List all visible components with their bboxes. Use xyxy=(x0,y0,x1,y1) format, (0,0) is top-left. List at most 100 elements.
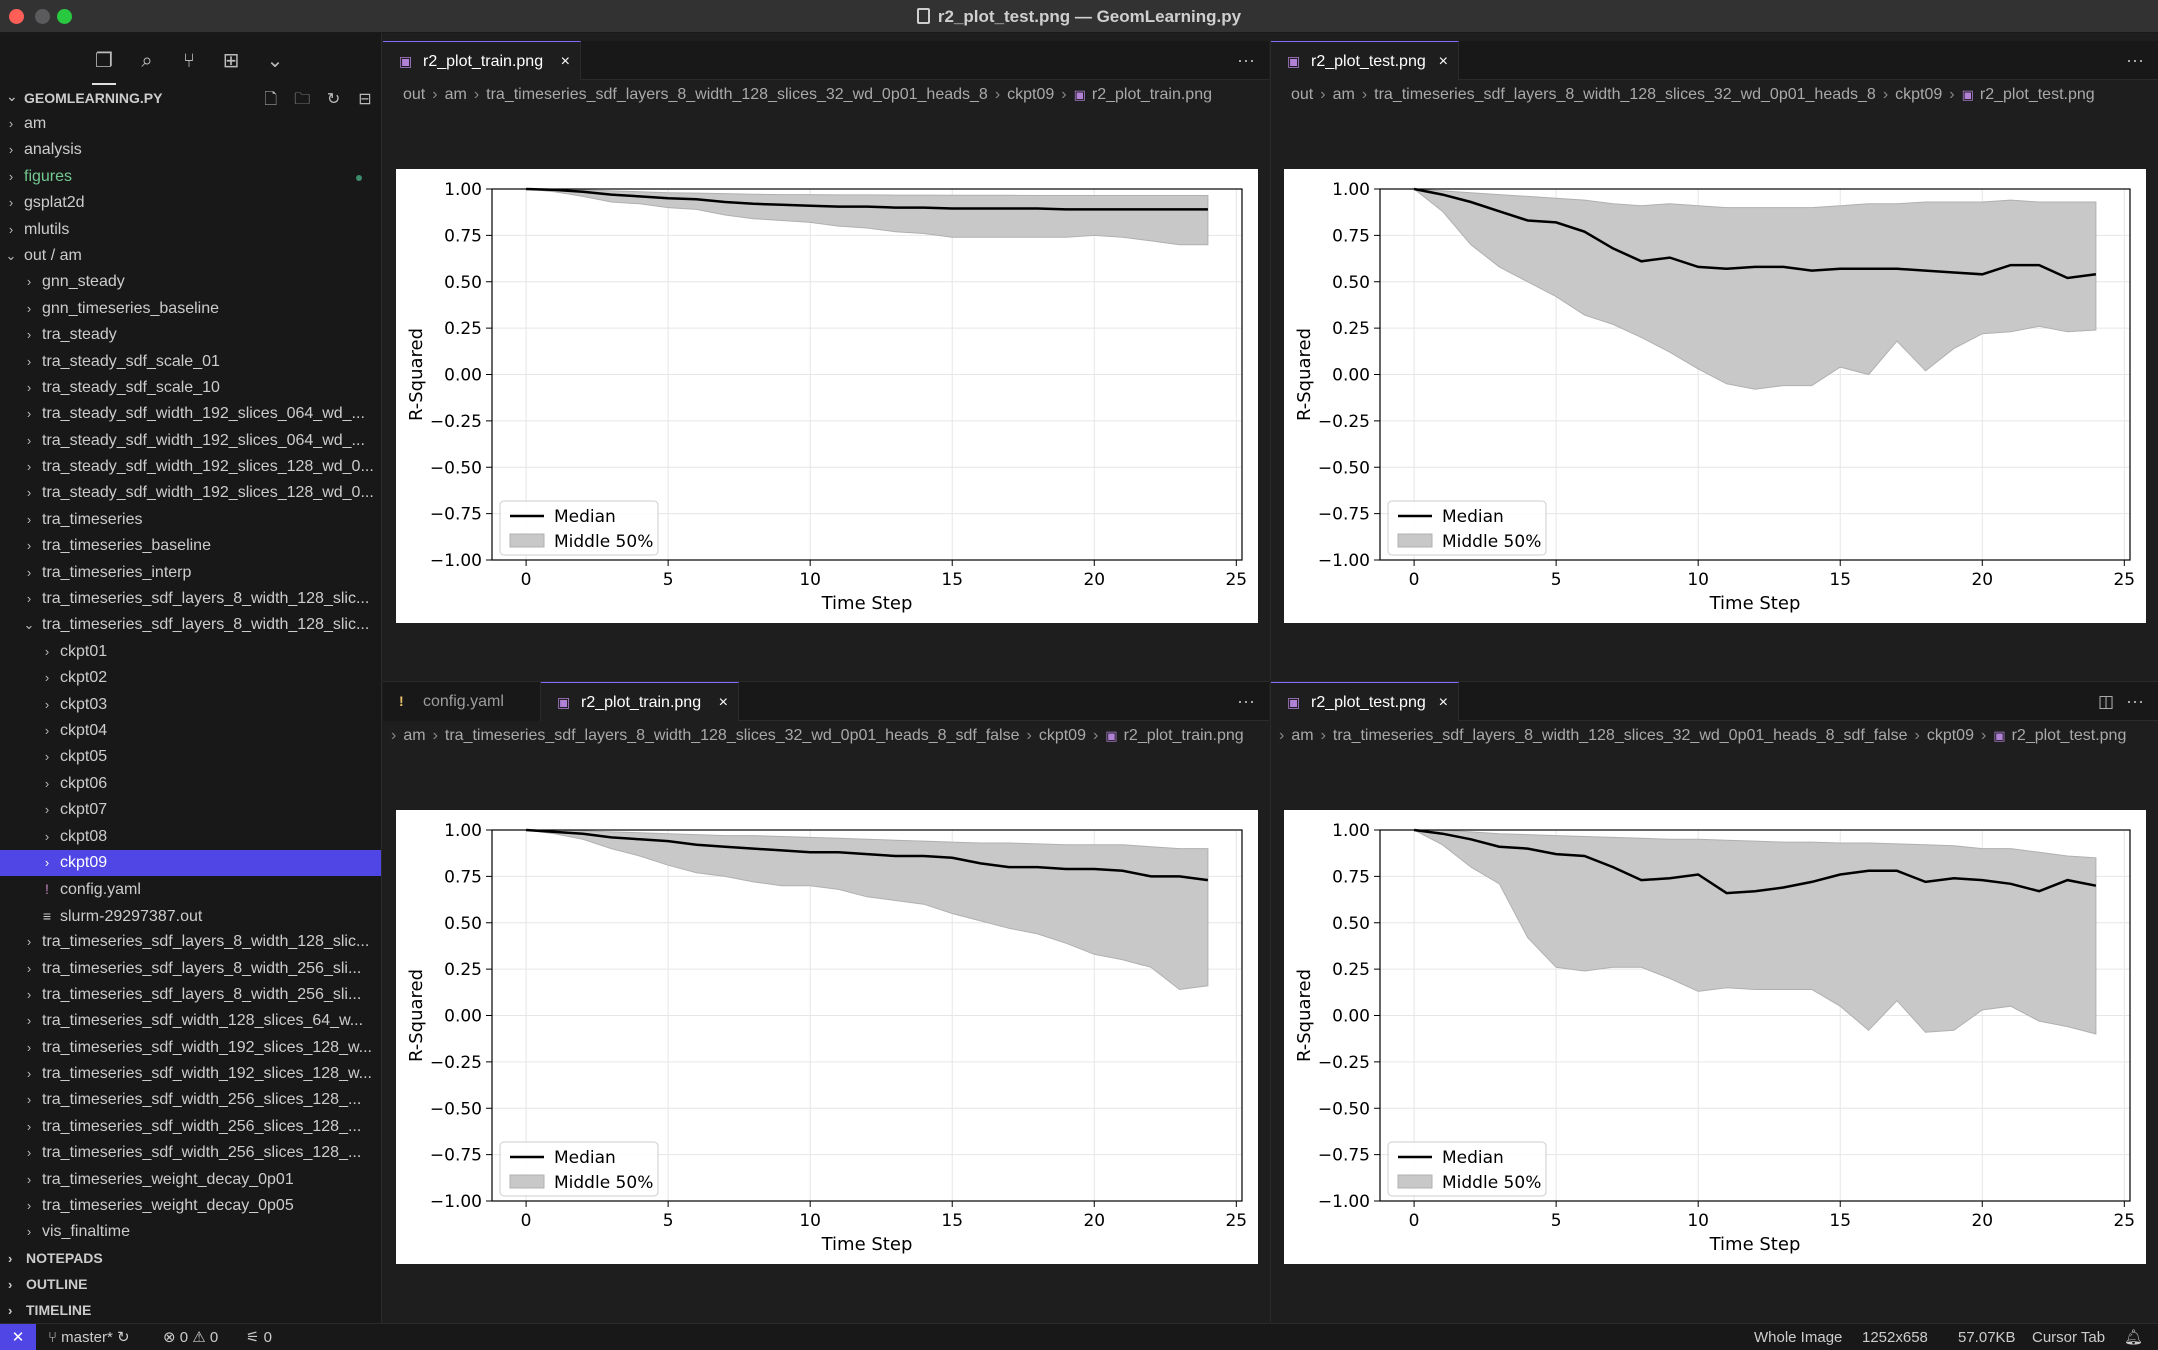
collapse-all-icon[interactable]: ⊟ xyxy=(358,91,372,108)
status-cursor-tab[interactable]: Cursor Tab xyxy=(2032,1329,2106,1346)
tree-item[interactable]: › tra_timeseries_baseline xyxy=(0,533,381,559)
chevron-right-icon: › xyxy=(26,274,32,290)
tree-item[interactable]: › figures xyxy=(0,164,381,190)
breadcrumb-item[interactable]: ckpt09 xyxy=(1926,727,1974,744)
breadcrumb-item[interactable]: r2_plot_train.png xyxy=(1091,86,1212,103)
split-editor-icon[interactable]: ◫ xyxy=(2097,692,2114,711)
breadcrumb-item[interactable]: r2_plot_test.png xyxy=(1979,86,2095,103)
breadcrumb-item[interactable]: tra_timeseries_sdf_layers_8_width_128_sl… xyxy=(486,86,988,103)
tree-item[interactable]: › tra_timeseries_sdf_width_192_slices_128… xyxy=(0,1035,381,1061)
tree-item[interactable]: › tra_steady_sdf_scale_01 xyxy=(0,349,381,375)
tree-item[interactable]: › ckpt03 xyxy=(0,692,381,718)
new-file-icon[interactable]: 🗋 xyxy=(264,91,278,108)
breadcrumb-item[interactable]: r2_plot_test.png xyxy=(2011,727,2127,744)
close-window-button[interactable] xyxy=(9,9,24,24)
tree-item[interactable]: › analysis xyxy=(0,137,381,163)
more-actions-icon[interactable]: ··· xyxy=(1237,50,1255,70)
tree-item[interactable]: › ckpt08 xyxy=(0,824,381,850)
tree-item[interactable]: › ckpt05 xyxy=(0,744,381,770)
close-tab-icon[interactable]: × xyxy=(1438,53,1448,70)
tree-item[interactable]: › tra_steady_sdf_width_192_slices_128_wd_… xyxy=(0,454,381,480)
close-tab-icon[interactable]: × xyxy=(718,694,728,711)
more-chevron-icon[interactable]: ⌄ xyxy=(266,50,284,72)
tree-item[interactable]: ⌄ out / am xyxy=(0,243,381,269)
breadcrumb-item[interactable]: out xyxy=(403,86,426,103)
tree-item[interactable]: › tra_timeseries_sdf_width_256_slices_128… xyxy=(0,1087,381,1113)
breadcrumb-item[interactable]: am xyxy=(444,86,467,103)
breadcrumb-item[interactable]: am xyxy=(1291,727,1314,744)
section-notepads[interactable]: › NOTEPADS xyxy=(0,1245,381,1271)
tree-item[interactable]: › tra_steady_sdf_width_192_slices_064_wd_… xyxy=(0,428,381,454)
breadcrumb-item[interactable]: ckpt09 xyxy=(1895,86,1943,103)
ports-indicator[interactable]: ⚟ 0 xyxy=(246,1324,272,1350)
breadcrumb-item[interactable]: ckpt09 xyxy=(1007,86,1055,103)
more-actions-icon[interactable]: ··· xyxy=(1237,691,1255,711)
tree-item[interactable]: › tra_steady_sdf_width_192_slices_064_wd_… xyxy=(0,401,381,427)
tab-config-yaml[interactable]: ! config.yaml xyxy=(383,682,541,721)
breadcrumb-item[interactable]: am xyxy=(1332,86,1355,103)
tree-item[interactable]: › gsplat2d xyxy=(0,190,381,216)
tree-item[interactable]: › tra_timeseries_sdf_width_192_slices_128… xyxy=(0,1061,381,1087)
more-actions-icon[interactable]: ··· xyxy=(2126,50,2144,70)
tree-item[interactable]: › tra_timeseries_sdf_layers_8_width_128_s… xyxy=(0,929,381,955)
tree-item[interactable]: › tra_steady xyxy=(0,322,381,348)
minimize-window-button[interactable] xyxy=(35,9,50,24)
close-tab-icon[interactable]: × xyxy=(1438,694,1448,711)
tree-item[interactable]: › gnn_steady xyxy=(0,269,381,295)
tree-item[interactable]: › tra_timeseries_sdf_layers_8_width_256_s… xyxy=(0,956,381,982)
breadcrumb-item[interactable]: tra_timeseries_sdf_layers_8_width_128_sl… xyxy=(1332,727,1908,744)
breadcrumb-item[interactable]: r2_plot_train.png xyxy=(1123,727,1244,744)
remote-icon[interactable]: ✕ xyxy=(0,1324,36,1350)
close-tab-icon[interactable]: × xyxy=(560,53,570,70)
tab-r2-plot-test-png[interactable]: ▣ r2_plot_test.png × xyxy=(1271,41,1459,80)
tree-item[interactable]: › tra_steady_sdf_width_192_slices_128_wd_… xyxy=(0,480,381,506)
tree-item[interactable]: › tra_timeseries_weight_decay_0p01 xyxy=(0,1167,381,1193)
tree-item[interactable]: › mlutils xyxy=(0,217,381,243)
tree-item[interactable]: › ckpt06 xyxy=(0,771,381,797)
tree-item[interactable]: › tra_timeseries_interp xyxy=(0,560,381,586)
new-folder-icon[interactable]: 🗀 xyxy=(294,91,311,108)
refresh-icon[interactable]: ↻ xyxy=(326,91,341,108)
tree-item[interactable]: › tra_timeseries xyxy=(0,507,381,533)
extensions-icon[interactable]: ⊞ xyxy=(222,50,240,72)
tree-item[interactable]: › tra_timeseries_sdf_layers_8_width_128_s… xyxy=(0,586,381,612)
tree-item[interactable]: › tra_timeseries_sdf_layers_8_width_256_s… xyxy=(0,982,381,1008)
breadcrumb-item[interactable]: out xyxy=(1291,86,1314,103)
section-timeline[interactable]: › TIMELINE xyxy=(0,1297,381,1323)
tree-item[interactable]: › ckpt09 xyxy=(0,849,381,877)
tree-item[interactable]: › am xyxy=(0,111,381,137)
tree-item[interactable]: › ckpt01 xyxy=(0,639,381,665)
branch-indicator[interactable]: ⑂ master* ↻ xyxy=(48,1324,130,1350)
search-icon[interactable]: ⌕ xyxy=(141,50,153,72)
breadcrumb-item[interactable]: am xyxy=(403,727,426,744)
tree-item[interactable]: › tra_steady_sdf_scale_10 xyxy=(0,375,381,401)
more-actions-icon[interactable]: ··· xyxy=(2126,691,2144,711)
tree-item[interactable]: › ckpt04 xyxy=(0,718,381,744)
tree-item[interactable]: › ckpt07 xyxy=(0,797,381,823)
tree-item[interactable]: › ckpt02 xyxy=(0,665,381,691)
breadcrumb-item[interactable]: ckpt09 xyxy=(1038,727,1086,744)
tree-item[interactable]: › gnn_timeseries_baseline xyxy=(0,296,381,322)
window-title-text: r2_plot_test.png — GeomLearning.py xyxy=(937,7,1242,26)
tree-item[interactable]: › tra_timeseries_sdf_width_256_slices_128… xyxy=(0,1140,381,1166)
problems-indicator[interactable]: ⊗ 0 ⚠ 0 xyxy=(163,1324,218,1350)
source-control-icon[interactable]: ⑂ xyxy=(183,50,195,72)
tab-r2-plot-train-png[interactable]: ▣ r2_plot_train.png × xyxy=(541,682,739,721)
tree-item[interactable]: ≡ slurm-29297387.out xyxy=(0,903,381,929)
section-outline[interactable]: › OUTLINE xyxy=(0,1271,381,1297)
tab-r2-plot-train-png[interactable]: ▣ r2_plot_train.png × xyxy=(383,41,581,80)
tree-item[interactable]: ⌄ tra_timeseries_sdf_layers_8_width_128_s… xyxy=(0,612,381,638)
tree-item[interactable]: › vis_finaltime xyxy=(0,1219,381,1245)
files-icon[interactable]: ❐ xyxy=(92,49,116,85)
tree-item[interactable]: › tra_timeseries_weight_decay_0p05 xyxy=(0,1193,381,1219)
breadcrumb-item[interactable]: tra_timeseries_sdf_layers_8_width_128_sl… xyxy=(1374,86,1876,103)
tree-item[interactable]: › tra_timeseries_sdf_width_128_slices_64_… xyxy=(0,1008,381,1034)
status-whole-image[interactable]: Whole Image xyxy=(1754,1329,1843,1346)
tab-r2-plot-test-png[interactable]: ▣ r2_plot_test.png × xyxy=(1271,682,1459,721)
zoom-window-button[interactable] xyxy=(57,9,72,24)
explorer-header[interactable]: ⌄ GEOMLEARNING.PY 🗋 🗀 ↻ ⊟ xyxy=(0,85,381,111)
tree-item[interactable]: ! config.yaml xyxy=(0,876,381,902)
bell-icon[interactable]: 🔔︎ xyxy=(2124,1329,2144,1346)
breadcrumb-item[interactable]: tra_timeseries_sdf_layers_8_width_128_sl… xyxy=(444,727,1020,744)
tree-item[interactable]: › tra_timeseries_sdf_width_256_slices_128… xyxy=(0,1114,381,1140)
